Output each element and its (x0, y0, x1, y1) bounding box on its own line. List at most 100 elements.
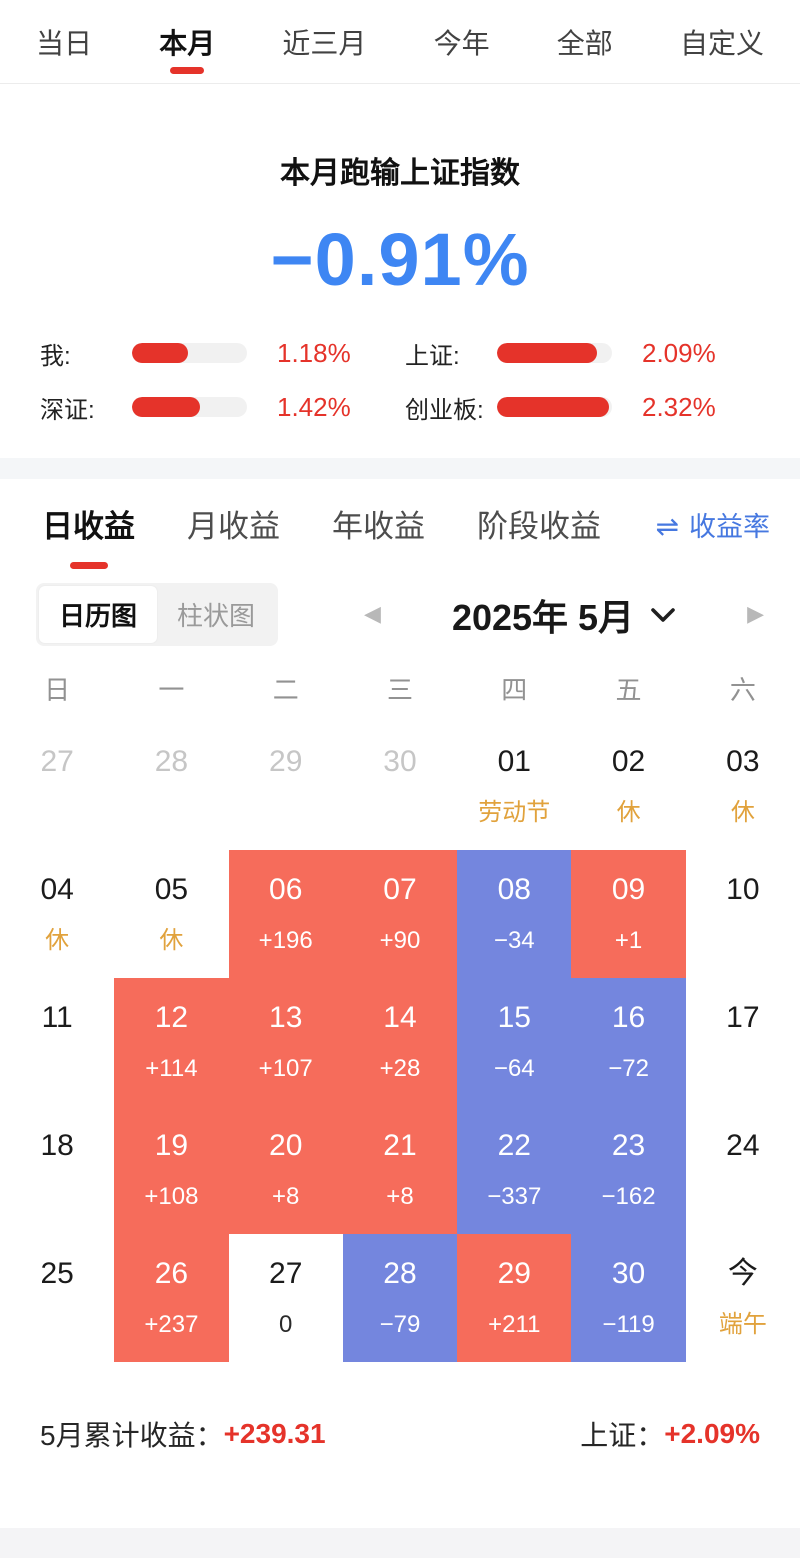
calendar-cell[interactable]: 30 −119 (571, 1234, 686, 1362)
option-calendar-view[interactable]: 日历图 (39, 586, 158, 643)
calendar-cell[interactable]: 27 0 (229, 1234, 343, 1362)
calendar-cell[interactable]: 28 −79 (342, 1234, 458, 1362)
cell-sub: −34 (493, 927, 535, 954)
calendar-cell[interactable]: 07 +90 (342, 850, 458, 978)
cell-sub: +28 (379, 1055, 421, 1082)
calendar-cell[interactable]: 27 (0, 722, 114, 850)
calendar-cell[interactable]: 18 (0, 1106, 114, 1234)
calendar-cell[interactable]: 20 +8 (228, 1106, 343, 1234)
tab-today[interactable]: 当日 (36, 27, 93, 59)
calendar-cell[interactable]: 28 (114, 722, 228, 850)
cell-date: 18 (40, 1129, 74, 1162)
calendar-cell[interactable]: 22 −337 (457, 1106, 572, 1234)
month-selector[interactable]: 2025年 5月 (452, 589, 676, 641)
cell-date: 07 (383, 873, 417, 906)
calendar-cell[interactable]: 23 −162 (571, 1106, 686, 1234)
cell-sub: 休 (159, 927, 184, 954)
tab-last-3-months[interactable]: 近三月 (282, 27, 367, 59)
view-segmented-control: 日历图 柱状图 (36, 583, 279, 646)
calendar-cell[interactable]: 14 +28 (342, 978, 458, 1106)
calendar-cell[interactable]: 04 休 (0, 850, 114, 978)
calendar-cell[interactable]: 09 +1 (571, 850, 686, 978)
cell-sub (0, 1182, 114, 1212)
swap-icon: ⇌ (655, 510, 679, 543)
prev-month-icon[interactable]: ◀ (364, 602, 381, 627)
toggle-return-rate[interactable]: ⇌ 收益率 (656, 505, 770, 549)
month-navigation: ◀ 2025年 5月 ▶ (358, 589, 770, 641)
shanghai-index-label: 上证： (580, 1420, 665, 1451)
calendar-cell[interactable]: 02 休 (571, 722, 685, 850)
calendar-cell[interactable]: 17 (686, 978, 800, 1106)
calendar-cell[interactable]: 12 +114 (114, 978, 229, 1106)
cell-sub (229, 798, 343, 828)
cell-date: 21 (383, 1129, 417, 1162)
cell-date: 23 (611, 1129, 646, 1162)
calendar-controls: 日历图 柱状图 ◀ 2025年 5月 ▶ (0, 583, 800, 646)
tab-this-year[interactable]: 今年 (433, 27, 490, 59)
weekday-header: 日 一 二 三 四 五 六 (0, 672, 800, 708)
calendar-cell[interactable]: 01 劳动节 (457, 722, 571, 850)
weekday: 日 (44, 675, 71, 705)
cell-sub (114, 798, 228, 828)
toggle-return-rate-label: 收益率 (689, 512, 770, 542)
cell-date: 16 (611, 1001, 646, 1034)
calendar-cell[interactable]: 24 (686, 1106, 800, 1234)
cell-sub: 端午 (718, 1311, 767, 1338)
calendar-cell[interactable]: 10 (686, 850, 800, 978)
cell-sub: +90 (379, 927, 421, 954)
calendar-cell[interactable]: 19 +108 (114, 1106, 229, 1234)
cell-date: 26 (154, 1257, 189, 1290)
calendar-cell[interactable]: 15 −64 (457, 978, 572, 1106)
calendar-cell[interactable]: 06 +196 (228, 850, 343, 978)
calendar-cell[interactable]: 13 +107 (228, 978, 343, 1106)
calendar-cell[interactable]: 25 (0, 1234, 114, 1362)
index-comparison-stats: 我: 1.18% 上证: 2.09% 深证: 1.42% 创业板: 2.32% (0, 337, 800, 424)
cell-date: 09 (611, 873, 646, 906)
calendar-grid: 27 28 29 30 01 劳动节 02 休 03 休 04 休 05 休 06 +196… (0, 722, 800, 1362)
tab-all[interactable]: 全部 (556, 27, 613, 59)
tab-custom[interactable]: 自定义 (679, 27, 764, 59)
summary-big-value: −0.91% (270, 218, 530, 301)
calendar-cell[interactable]: 30 (343, 722, 457, 850)
calendar-cell[interactable]: 26 +237 (114, 1234, 229, 1362)
cell-date: 30 (383, 745, 417, 778)
next-card-edge (0, 1528, 800, 1558)
cell-sub (0, 1310, 114, 1340)
month-selector-label: 2025年 5月 (451, 596, 635, 638)
calendar-cell[interactable]: 29 +211 (457, 1234, 572, 1362)
tab-period-returns[interactable]: 阶段收益 (477, 509, 601, 544)
cell-sub: +114 (145, 1055, 198, 1082)
calendar-cell[interactable]: 03 休 (686, 722, 800, 850)
next-month-icon[interactable]: ▶ (747, 602, 764, 627)
cell-sub: 0 (279, 1311, 293, 1338)
progress-track (497, 397, 612, 417)
tab-yearly-returns[interactable]: 年收益 (332, 509, 425, 544)
weekday: 三 (386, 675, 413, 705)
cell-date: 17 (726, 1001, 760, 1034)
cell-sub: −72 (608, 1055, 649, 1082)
calendar-cell[interactable]: 21 +8 (342, 1106, 458, 1234)
stat-value: 1.42% (277, 391, 351, 422)
cell-sub (686, 926, 800, 956)
calendar-cell[interactable]: 08 −34 (457, 850, 572, 978)
stat-value: 2.09% (642, 337, 716, 368)
cell-sub: −119 (602, 1311, 655, 1338)
cell-date: 14 (383, 1001, 417, 1034)
calendar-cell-today[interactable]: 今端午 (686, 1234, 800, 1362)
calendar-cell[interactable]: 05 休 (114, 850, 228, 978)
stat-label: 深证: (40, 396, 95, 424)
stat-value: 2.32% (642, 391, 716, 422)
calendar-cell[interactable]: 16 −72 (571, 978, 686, 1106)
shanghai-index-change: 上证： +2.09% (580, 1414, 760, 1454)
cell-sub: −79 (379, 1311, 421, 1338)
tab-this-month[interactable]: 本月 (159, 0, 215, 83)
tab-daily-returns[interactable]: 日收益 (42, 505, 135, 569)
cell-sub: +8 (272, 1183, 300, 1210)
calendar-cell[interactable]: 29 (229, 722, 343, 850)
cell-sub (686, 1182, 800, 1212)
cell-sub: 休 (616, 799, 641, 826)
tab-monthly-returns[interactable]: 月收益 (187, 509, 280, 544)
calendar-cell[interactable]: 11 (0, 978, 114, 1106)
option-bar-view[interactable]: 柱状图 (177, 601, 256, 631)
